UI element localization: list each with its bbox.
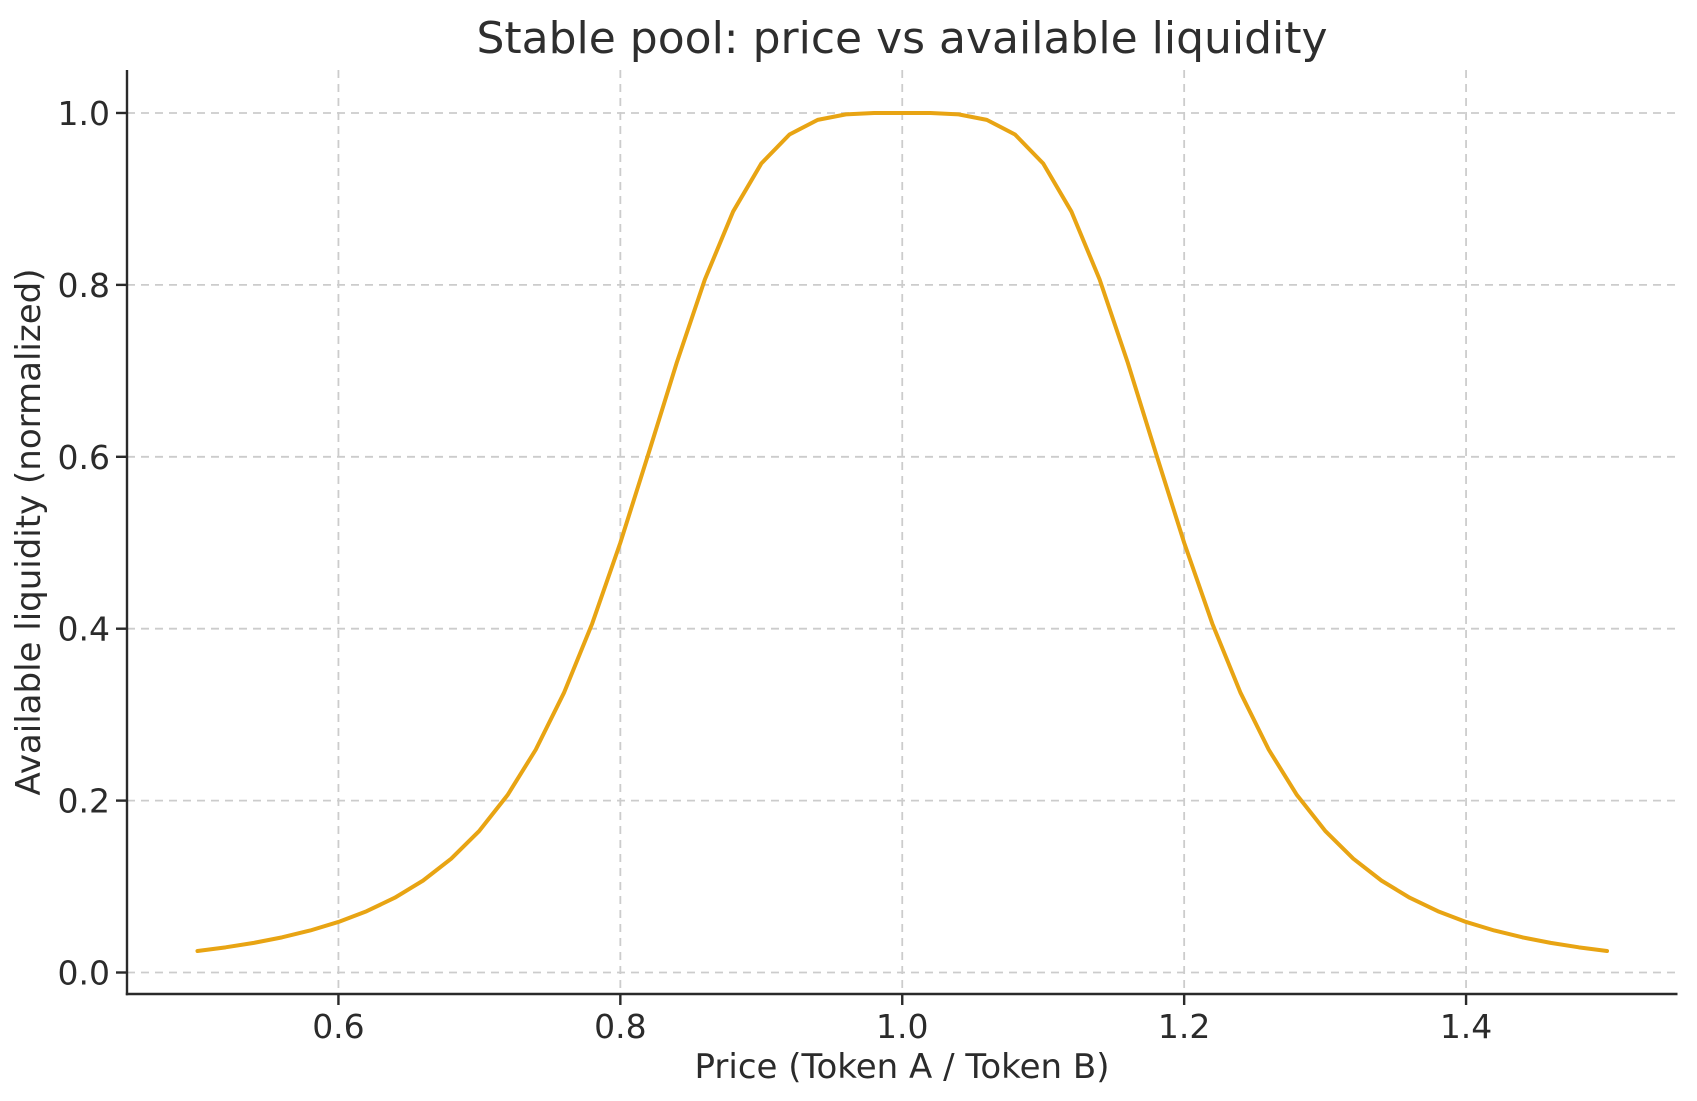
x-tick-label: 0.8 [594, 1007, 646, 1046]
y-axis-label: Available liquidity (normalized) [9, 269, 49, 796]
y-tick-label: 0.6 [58, 438, 110, 477]
x-tick-label: 1.0 [876, 1007, 928, 1046]
x-tick-label: 1.4 [1440, 1007, 1492, 1046]
y-tick-label: 0.8 [58, 266, 110, 305]
x-tick-label: 0.6 [312, 1007, 364, 1046]
y-tick-label: 0.4 [58, 610, 110, 649]
gridlines [127, 70, 1678, 994]
y-tick-label: 1.0 [58, 94, 110, 133]
y-tick-label: 0.2 [58, 782, 110, 821]
chart-title: Stable pool: price vs available liquidit… [476, 13, 1327, 64]
x-tick-label: 1.2 [1158, 1007, 1210, 1046]
tick-labels: 0.6 0.8 1.0 1.2 1.4 0.0 0.2 0.4 0.6 0.8 1.0 [58, 94, 1493, 1046]
liquidity-curve [195, 110, 1610, 954]
y-tick-label: 0.0 [58, 954, 110, 993]
x-axis-label: Price (Token A / Token B) [694, 1047, 1109, 1087]
axes-spines-and-ticks [116, 70, 1678, 1005]
